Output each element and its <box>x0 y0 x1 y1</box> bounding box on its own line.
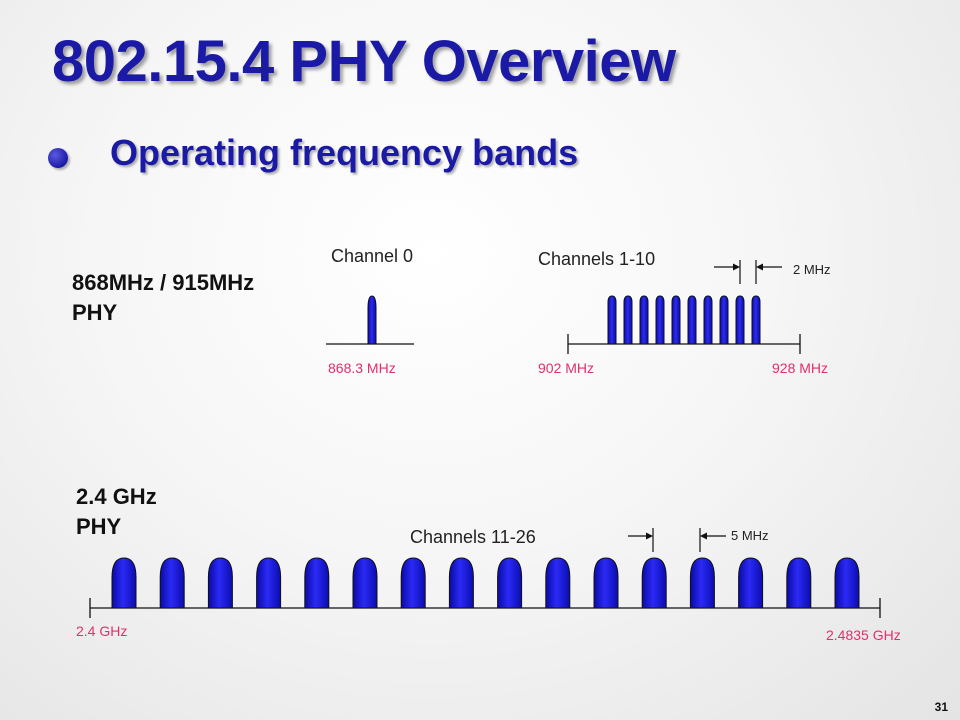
channel-lobe-3 <box>639 295 649 345</box>
low-band-start-frequency: 902 MHz <box>538 360 595 376</box>
channel-lobe-13 <box>207 557 233 609</box>
channel-lobe-7 <box>703 295 713 345</box>
channels-11-26-label: Channels 11-26 <box>410 527 536 547</box>
channel-0-frequency: 868.3 MHz <box>328 360 396 376</box>
channel-lobe-10 <box>751 295 761 345</box>
channel-lobe-11 <box>111 557 137 609</box>
channel-lobe-24 <box>738 557 764 609</box>
high-band-phy-label: 2.4 GHz PHY <box>76 482 157 542</box>
low-band-spacing-label: 2 MHz <box>793 262 831 277</box>
channel-lobe-18 <box>448 557 474 609</box>
channel-lobe-9 <box>735 295 745 345</box>
low-band-phy-label: 868MHz / 915MHz PHY <box>72 268 254 328</box>
channel-0-label: Channel 0 <box>331 246 414 266</box>
channel-lobe-8 <box>719 295 729 345</box>
low-band-spacing-marker <box>714 260 782 284</box>
channel-lobe-15 <box>304 557 330 609</box>
channel-lobe-23 <box>689 557 715 609</box>
channels-1-10-lobes <box>607 295 761 345</box>
channel-lobe-16 <box>352 557 378 609</box>
channel-lobe-2 <box>623 295 633 345</box>
page-number: 31 <box>934 700 948 714</box>
high-band-spacing-label: 5 MHz <box>731 528 769 543</box>
channel-lobe-14 <box>256 557 282 609</box>
channel-lobe-19 <box>497 557 523 609</box>
channel-lobe-4 <box>655 295 665 345</box>
bullet-text: Operating frequency bands <box>110 132 579 173</box>
channel-lobe-26 <box>834 557 860 609</box>
low-band-end-frequency: 928 MHz <box>772 360 829 376</box>
high-band-phy-label-line2: PHY <box>76 514 122 539</box>
channel-0-lobe <box>367 295 377 345</box>
high-band-spacing-marker <box>628 528 726 552</box>
low-band-axis <box>567 334 801 354</box>
channel-lobe-20 <box>545 557 571 609</box>
channel-lobe-6 <box>687 295 697 345</box>
high-band-start-frequency: 2.4 GHz <box>76 623 128 639</box>
high-band-phy-label-line1: 2.4 GHz <box>76 484 157 509</box>
low-band-phy-label-line1: 868MHz / 915MHz <box>72 270 255 295</box>
channels-11-26-lobes <box>111 557 860 609</box>
channel-lobe-1 <box>607 295 617 345</box>
channel-lobe-17 <box>400 557 426 609</box>
bullet-dot-icon <box>48 148 68 168</box>
channel-lobe-21 <box>593 557 619 609</box>
high-band-end-frequency: 2.4835 GHz <box>826 627 901 643</box>
low-band-phy-label-line2: PHY <box>72 300 118 325</box>
channel-lobe-22 <box>641 557 667 609</box>
channel-lobe-5 <box>671 295 681 345</box>
slide-title: 802.15.4 PHY Overview <box>52 29 676 94</box>
channel-lobe-25 <box>786 557 812 609</box>
channels-1-10-label: Channels 1-10 <box>538 249 656 269</box>
channel-lobe-12 <box>159 557 185 609</box>
